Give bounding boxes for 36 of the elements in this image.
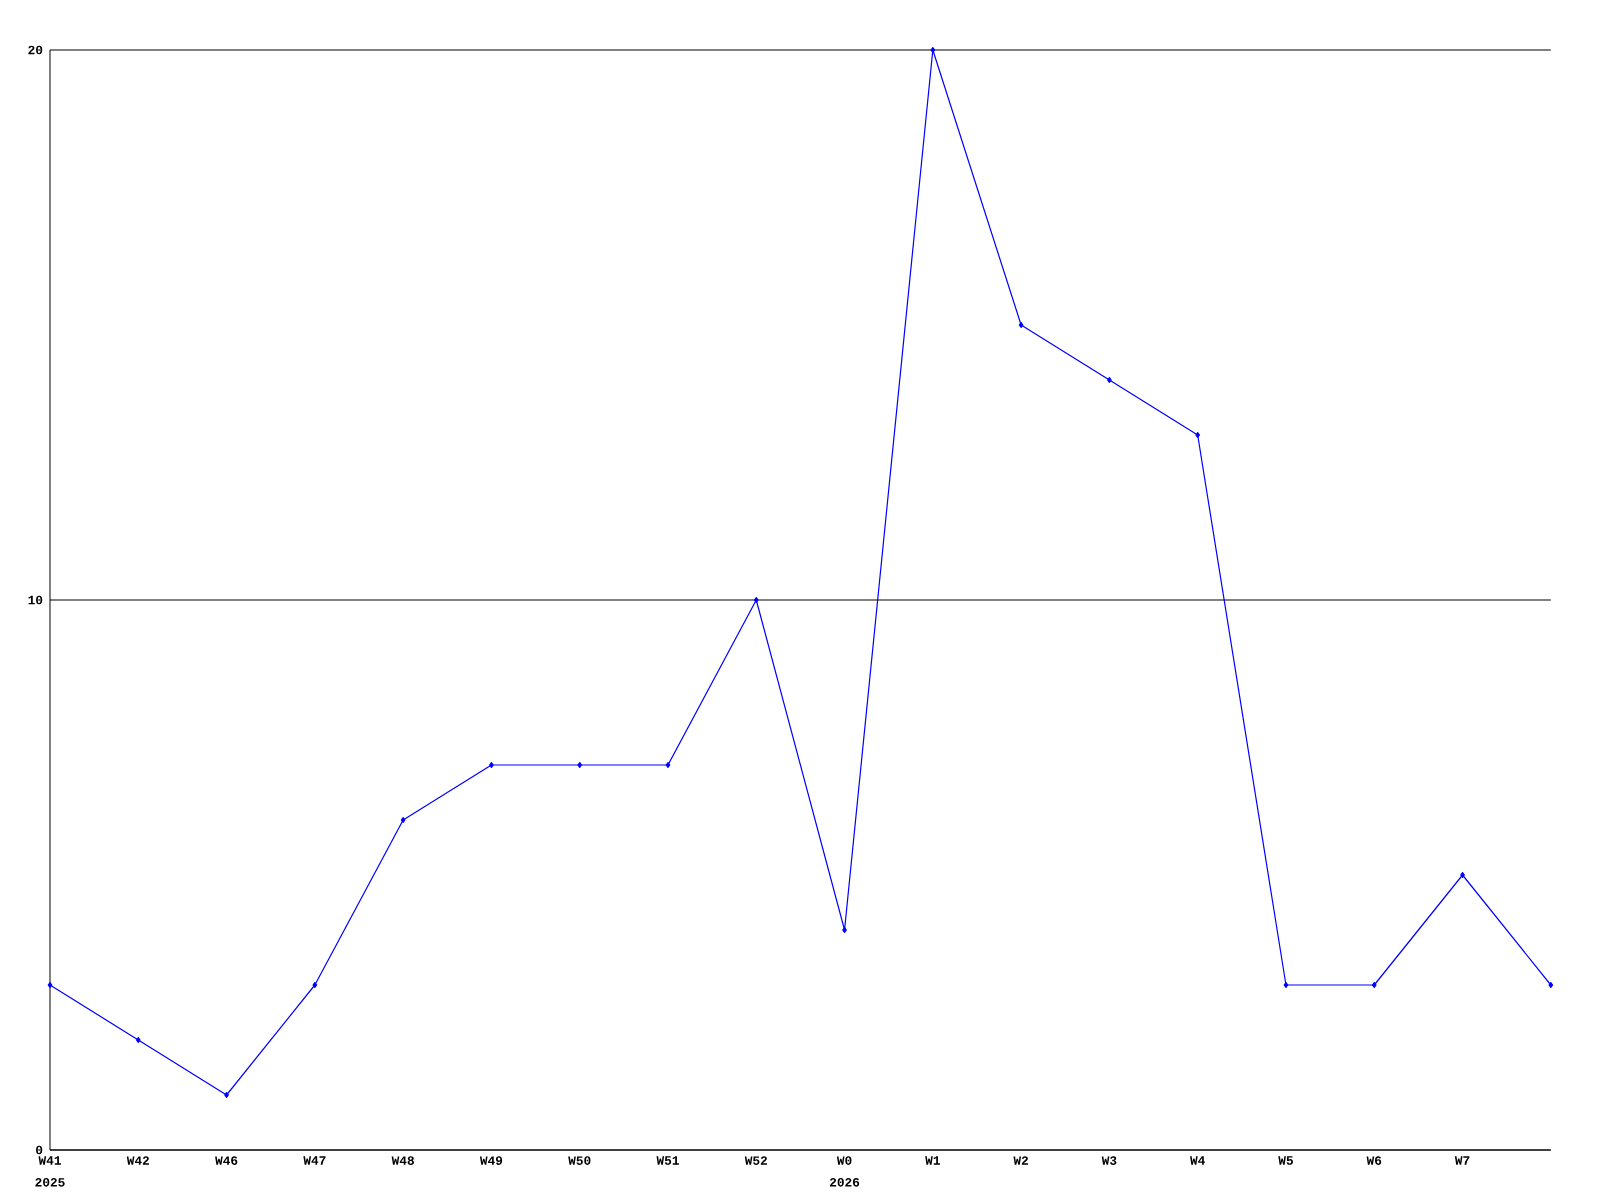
point bbox=[1195, 431, 1201, 438]
x-tick-label: W3 bbox=[1101, 1156, 1117, 1165]
x-tick-label: W42 bbox=[126, 1156, 149, 1165]
x-tick-label: W46 bbox=[215, 1156, 238, 1165]
x-tick-label: W48 bbox=[391, 1156, 414, 1165]
x-tick-label: W41 bbox=[38, 1156, 61, 1165]
text: 2026 bbox=[829, 1178, 860, 1187]
point bbox=[1371, 981, 1377, 989]
x-tick-label: W47 bbox=[303, 1156, 326, 1165]
x-tick-label: W4 bbox=[1190, 1156, 1205, 1165]
point bbox=[753, 596, 759, 604]
text: 2025 bbox=[35, 1178, 65, 1187]
x-tick-label: W1 bbox=[925, 1156, 940, 1165]
point bbox=[1106, 376, 1112, 383]
point bbox=[665, 761, 671, 769]
x-tick-label: W52 bbox=[744, 1156, 767, 1165]
y-tick-label: 10 bbox=[28, 595, 43, 605]
x-tick-label: W5 bbox=[1278, 1156, 1293, 1165]
x-tick-label: W50 bbox=[568, 1156, 591, 1165]
point bbox=[312, 981, 318, 989]
y-tick-label: 20 bbox=[28, 45, 43, 55]
point bbox=[400, 816, 406, 824]
x-tick-label: W0 bbox=[836, 1156, 852, 1165]
x-tick-label: W7 bbox=[1454, 1156, 1470, 1165]
point bbox=[135, 1036, 141, 1044]
y-tick-label: 0 bbox=[36, 1145, 43, 1155]
point bbox=[47, 981, 53, 989]
x-tick-label: W6 bbox=[1366, 1156, 1382, 1165]
x-tick-label: W49 bbox=[479, 1156, 503, 1165]
point bbox=[577, 761, 583, 769]
x-tick-label: W51 bbox=[656, 1156, 679, 1165]
point bbox=[1548, 981, 1554, 989]
point bbox=[1018, 321, 1024, 328]
x-tick-label: W2 bbox=[1013, 1156, 1028, 1165]
point bbox=[1283, 981, 1289, 989]
point bbox=[930, 46, 936, 53]
